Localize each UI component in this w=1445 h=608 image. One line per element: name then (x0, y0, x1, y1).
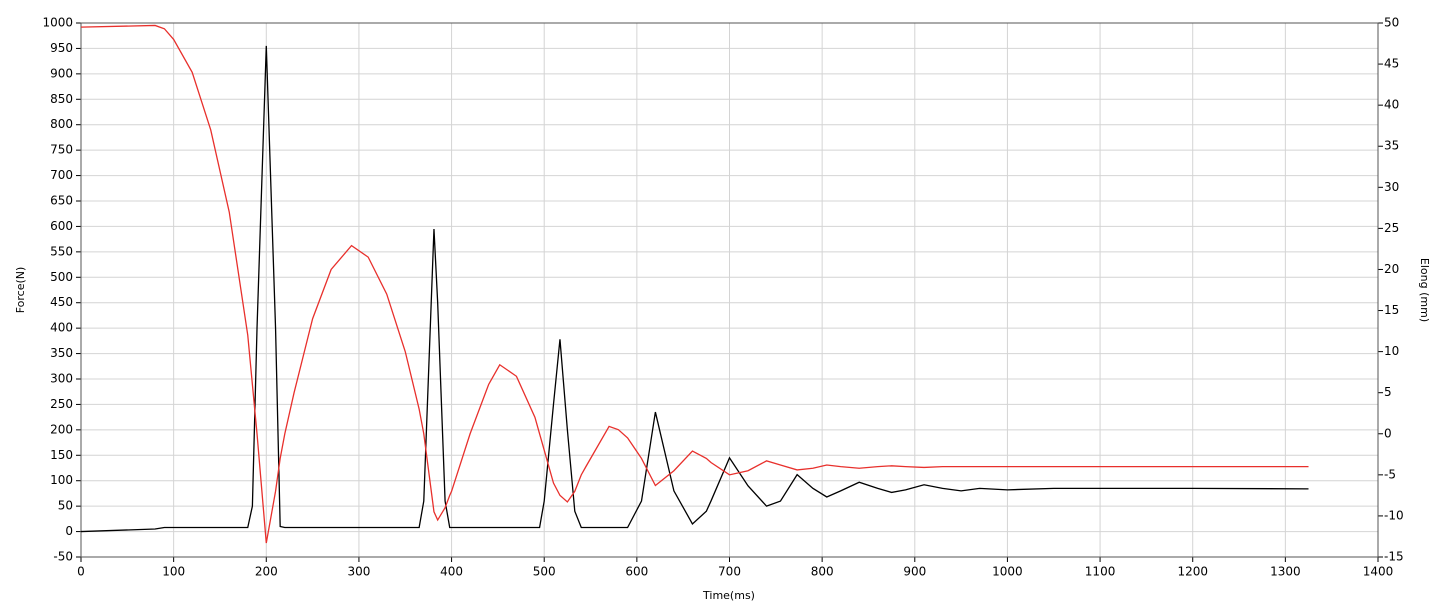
y2-tick-label: 25 (1384, 221, 1399, 235)
x-tick-label: 1100 (1085, 565, 1116, 579)
y2-tick-label: 5 (1384, 385, 1392, 399)
x-tick-label: 1300 (1270, 565, 1301, 579)
y2-axis-label: Elong (mm) (1418, 258, 1431, 322)
y-tick-label: 200 (50, 422, 73, 436)
y-tick-label: 0 (65, 524, 73, 538)
y2-tick-label: 35 (1384, 139, 1399, 153)
x-tick-label: 1000 (992, 565, 1023, 579)
x-tick-label: 300 (347, 565, 370, 579)
y-tick-label: 550 (50, 244, 73, 258)
y2-tick-label: 30 (1384, 180, 1399, 194)
y-axis-label: Force(N) (14, 267, 27, 314)
y-tick-label: 500 (50, 270, 73, 284)
x-tick-label: 600 (625, 565, 648, 579)
y-tick-label: 400 (50, 321, 73, 335)
x-axis-label: Time(ms) (702, 589, 755, 602)
y-tick-label: 850 (50, 92, 73, 106)
x-tick-label: 700 (718, 565, 741, 579)
y2-tick-label: -10 (1384, 508, 1404, 522)
x-tick-label: 400 (440, 565, 463, 579)
y-tick-label: 250 (50, 397, 73, 411)
y-tick-label: 350 (50, 346, 73, 360)
x-tick-label: 800 (811, 565, 834, 579)
x-tick-label: 500 (533, 565, 556, 579)
y2-tick-label: 40 (1384, 98, 1399, 112)
y-tick-label: 600 (50, 219, 73, 233)
y-tick-label: -50 (53, 550, 73, 564)
y-tick-label: 950 (50, 41, 73, 55)
y2-tick-label: -5 (1384, 467, 1396, 481)
x-tick-label: 900 (903, 565, 926, 579)
y2-tick-label: 15 (1384, 303, 1399, 317)
y-tick-label: 300 (50, 372, 73, 386)
y2-tick-label: 45 (1384, 57, 1399, 71)
series-line (80, 45, 1309, 533)
y-tick-label: 900 (50, 66, 73, 80)
x-tick-label: 200 (255, 565, 278, 579)
y2-tick-label: 20 (1384, 262, 1399, 276)
y2-tick-label: 50 (1384, 16, 1399, 30)
y-tick-label: 750 (50, 143, 73, 157)
y-tick-label: 1000 (42, 16, 73, 30)
x-tick-label: 100 (162, 565, 185, 579)
x-tick-label: 1200 (1177, 565, 1208, 579)
x-tick-label: 0 (77, 565, 85, 579)
y-tick-label: 150 (50, 448, 73, 462)
y2-tick-label: -15 (1384, 550, 1404, 564)
y2-tick-label: 10 (1384, 344, 1399, 358)
x-tick-label: 1400 (1363, 565, 1394, 579)
y-tick-label: 50 (58, 499, 73, 513)
y2-tick-label: 0 (1384, 426, 1392, 440)
series-line (80, 24, 1309, 544)
y-tick-label: 800 (50, 117, 73, 131)
y-tick-label: 700 (50, 168, 73, 182)
plot-frame (80, 22, 1379, 558)
y-tick-label: 650 (50, 194, 73, 208)
y-tick-label: 450 (50, 295, 73, 309)
y-tick-label: 100 (50, 473, 73, 487)
